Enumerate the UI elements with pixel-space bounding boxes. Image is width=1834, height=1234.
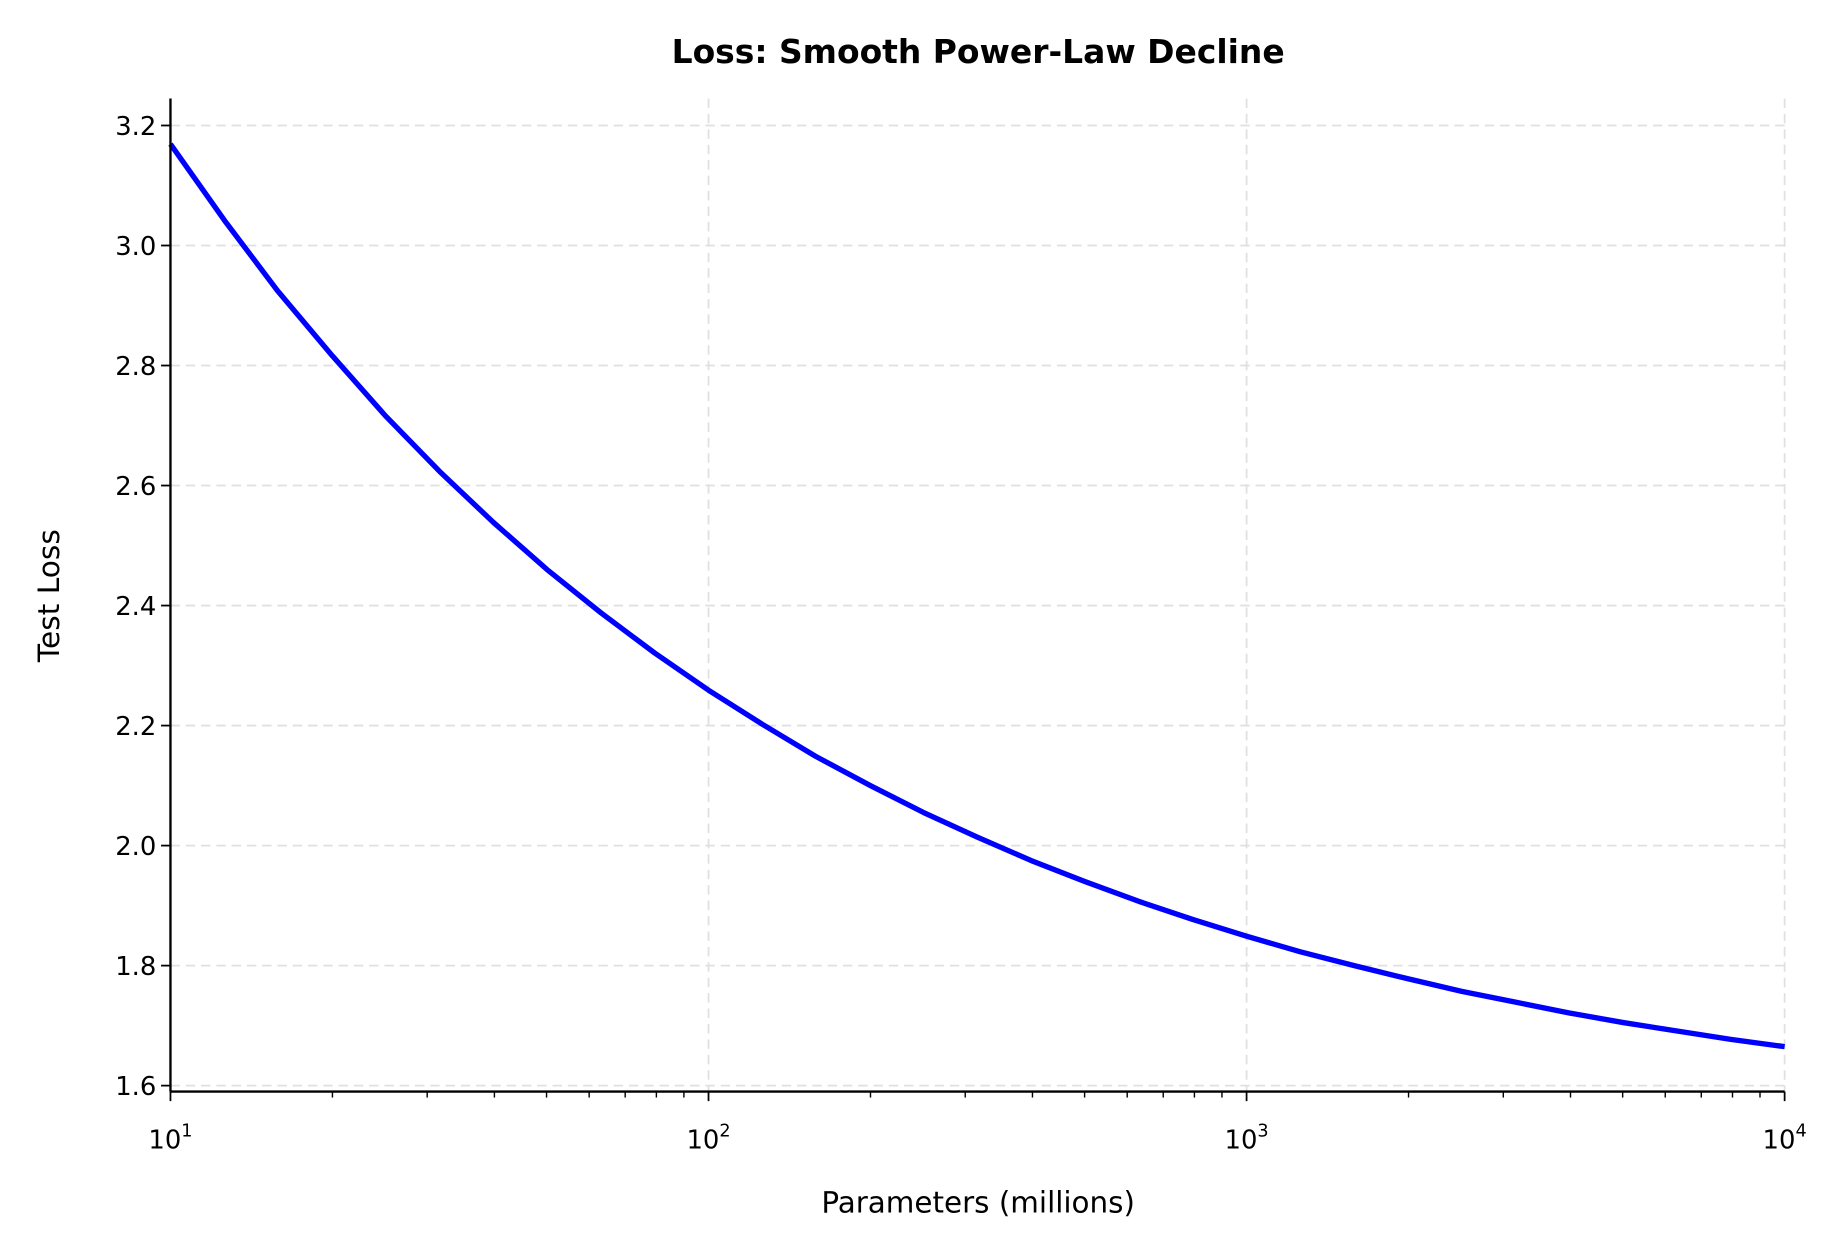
y-tick-label: 2.8: [115, 352, 156, 382]
x-tick-label: 104: [1763, 1122, 1807, 1156]
x-tick-label: 102: [686, 1122, 730, 1156]
y-tick-label: 2.0: [115, 832, 156, 862]
x-axis-label: Parameters (millions): [821, 1186, 1135, 1220]
y-tick-label: 3.0: [115, 232, 156, 262]
y-tick-label: 2.6: [115, 472, 156, 502]
grid: [169, 98, 1786, 1092]
x-ticks: 101 102 103 104: [148, 1091, 1807, 1156]
y-tick-label: 1.6: [115, 1072, 156, 1102]
loss-curve: [168, 142, 1785, 1050]
y-axis-label: Test Loss: [32, 529, 66, 663]
y-tick-label: 3.2: [115, 112, 156, 142]
y-ticks: 1.6 1.8 2.0 2.2 2.4 2.6 2.8 3.0 3.2: [115, 112, 171, 1102]
x-tick-label: 103: [1225, 1122, 1269, 1156]
plot-area: [168, 142, 1785, 1050]
x-tick-label: 101: [148, 1122, 192, 1156]
y-tick-label: 2.4: [115, 592, 156, 622]
y-tick-label: 2.2: [115, 712, 156, 742]
y-tick-label: 1.8: [115, 952, 156, 982]
chart-title: Loss: Smooth Power-Law Decline: [672, 32, 1285, 71]
